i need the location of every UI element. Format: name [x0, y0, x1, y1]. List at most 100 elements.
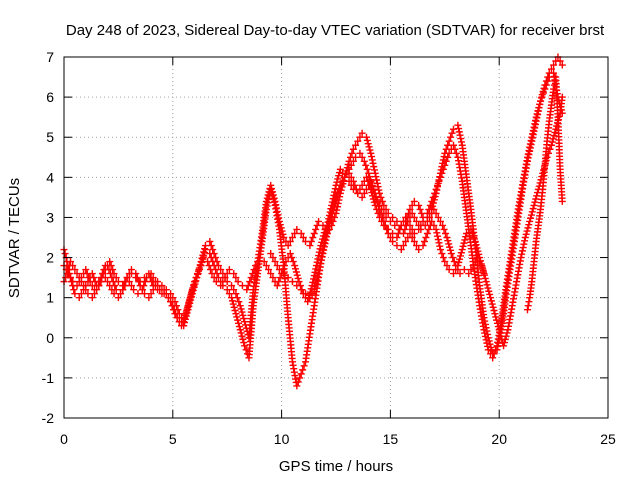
data-point	[397, 221, 405, 229]
data-point	[281, 262, 289, 270]
data-point	[237, 329, 245, 337]
data-point	[483, 281, 491, 289]
data-point	[546, 145, 554, 153]
data-point	[436, 217, 444, 225]
data-point	[319, 250, 327, 258]
data-point	[519, 244, 527, 252]
data-point	[450, 270, 458, 278]
data-point	[319, 221, 327, 229]
data-point	[426, 213, 434, 221]
data-point	[243, 286, 251, 294]
data-point	[263, 194, 271, 202]
data-point	[272, 201, 280, 209]
data-point	[539, 87, 547, 95]
data-point	[333, 189, 341, 197]
data-point	[540, 84, 548, 92]
data-point	[405, 209, 413, 217]
data-point	[309, 278, 317, 286]
data-point	[425, 205, 433, 213]
data-point	[267, 270, 275, 278]
data-point	[335, 185, 343, 193]
data-point	[484, 284, 492, 292]
data-point	[183, 309, 191, 317]
data-point	[132, 270, 140, 278]
data-point	[308, 290, 316, 298]
data-point	[480, 270, 488, 278]
data-point	[61, 250, 69, 258]
data-point	[323, 229, 331, 237]
data-point	[335, 172, 343, 180]
data-point	[119, 286, 127, 294]
data-point	[310, 275, 318, 283]
data-point	[240, 315, 248, 323]
data-point	[448, 129, 456, 137]
data-point	[386, 217, 394, 225]
data-point	[432, 225, 440, 233]
data-point	[378, 213, 386, 221]
y-tick-label: 5	[46, 129, 54, 145]
data-point	[208, 270, 216, 278]
data-point	[345, 169, 353, 177]
data-point	[493, 316, 501, 324]
data-point	[454, 121, 462, 129]
data-point	[307, 285, 315, 293]
data-point	[268, 188, 276, 196]
data-point	[372, 193, 380, 201]
data-point	[225, 290, 233, 298]
data-point	[77, 278, 85, 286]
axis-ticks: -2 -1 0 1 2 3 4 5 6 7 0 5 10 15 20 25	[42, 49, 616, 447]
data-point	[534, 107, 542, 115]
data-point	[185, 302, 193, 310]
data-point	[315, 252, 323, 260]
x-tick-label: 10	[274, 431, 290, 447]
data-point	[456, 252, 464, 260]
data-point	[273, 207, 281, 215]
data-point	[389, 213, 397, 221]
data-point	[406, 205, 414, 213]
data-point	[529, 205, 537, 213]
data-point	[457, 135, 465, 143]
data-point	[485, 287, 493, 295]
data-point	[217, 266, 225, 274]
data-point	[442, 157, 450, 165]
data-point	[194, 267, 202, 275]
data-point	[200, 248, 208, 256]
data-point	[432, 185, 440, 193]
data-point	[316, 245, 324, 253]
data-point	[317, 256, 325, 264]
data-point	[210, 250, 218, 258]
data-point	[323, 233, 331, 241]
data-point	[426, 201, 434, 209]
data-point	[306, 294, 314, 302]
data-point	[479, 266, 487, 274]
data-point	[481, 274, 489, 282]
data-point	[149, 274, 157, 282]
data-point	[528, 133, 536, 141]
data-point	[430, 221, 438, 229]
data-point	[230, 303, 238, 311]
data-point	[354, 137, 362, 145]
data-point	[389, 238, 397, 246]
data-point	[324, 226, 332, 234]
data-point	[268, 185, 276, 193]
data-point	[108, 274, 116, 282]
data-point	[108, 286, 116, 294]
data-point	[127, 282, 135, 290]
data-point	[134, 290, 142, 298]
data-point	[484, 346, 492, 354]
data-point	[158, 282, 166, 290]
data-point	[154, 278, 162, 286]
data-point	[367, 177, 375, 185]
data-point	[289, 258, 297, 266]
data-point	[444, 237, 452, 245]
y-tick-label: -2	[42, 410, 55, 426]
data-point	[236, 326, 244, 334]
data-point	[523, 306, 531, 314]
data-point	[310, 229, 318, 237]
data-point	[214, 262, 222, 270]
data-point	[95, 282, 103, 290]
data-point	[80, 282, 88, 290]
data-point	[320, 229, 328, 237]
data-point	[377, 209, 385, 217]
